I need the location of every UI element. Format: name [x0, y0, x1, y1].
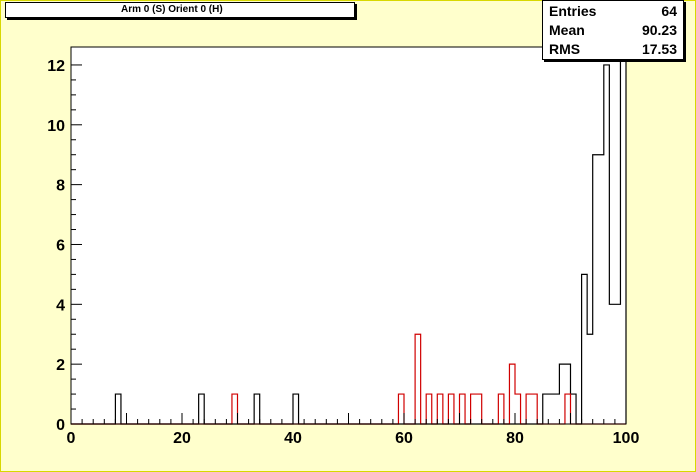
histogram-title: Arm 0 (S) Orient 0 (H): [5, 2, 355, 18]
stats-entries-row: Entries 64: [549, 2, 677, 21]
stats-mean-value: 90.23: [641, 22, 677, 38]
stats-mean-label: Mean: [549, 22, 585, 38]
y-tick-label: 6: [56, 237, 65, 254]
x-tick-label: 60: [395, 430, 413, 447]
stats-rms-row: RMS 17.53: [549, 40, 677, 59]
y-tick-label: 2: [56, 357, 65, 374]
plot-area: [71, 47, 626, 424]
y-tick-label: 8: [56, 178, 65, 195]
x-tick-label: 100: [613, 430, 640, 447]
stats-rms-value: 17.53: [641, 41, 677, 57]
y-tick-label: 10: [47, 118, 65, 135]
x-tick-label: 20: [173, 430, 191, 447]
stats-entries-value: 64: [661, 3, 677, 19]
x-tick-label: 0: [67, 430, 76, 447]
y-tick-label: 4: [56, 297, 65, 314]
y-tick-label: 12: [47, 58, 65, 75]
stats-entries-label: Entries: [549, 3, 597, 19]
x-tick-label: 40: [284, 430, 302, 447]
y-tick-label: 0: [56, 417, 65, 434]
histogram-series-0: [71, 46, 627, 425]
stats-box: Entries 64 Mean 90.23 RMS 17.53: [542, 0, 684, 60]
stats-mean-row: Mean 90.23: [549, 21, 677, 40]
x-tick-label: 80: [506, 430, 524, 447]
stats-rms-label: RMS: [549, 41, 581, 57]
